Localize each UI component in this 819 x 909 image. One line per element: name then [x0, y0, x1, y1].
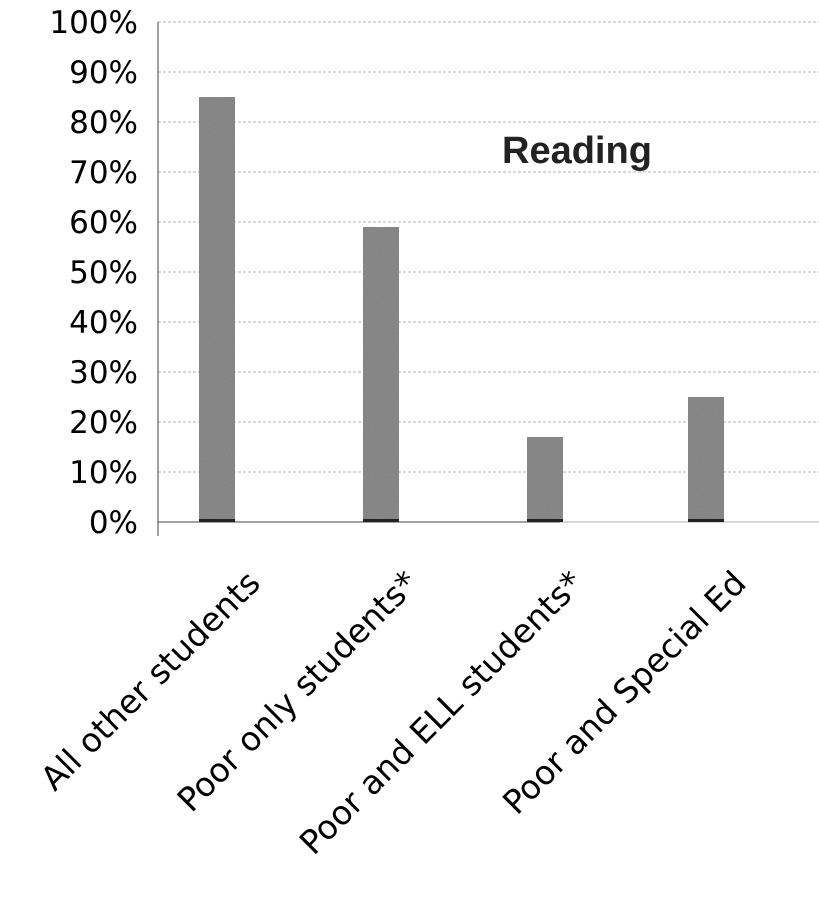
- y-tick-label: 30%: [69, 355, 138, 391]
- chart-title: Reading: [502, 130, 652, 172]
- x-category-label: Poor and ELL students*: [292, 563, 591, 862]
- bar-body: [363, 227, 399, 522]
- bar: [199, 97, 235, 522]
- bar-body: [199, 97, 235, 522]
- y-tick-label: 90%: [69, 55, 138, 91]
- bar-base: [199, 519, 235, 522]
- y-tick-label: 100%: [49, 5, 138, 41]
- bar-body: [688, 397, 724, 522]
- bar: [363, 227, 399, 522]
- y-tick-label: 10%: [69, 455, 138, 491]
- bars: [199, 97, 724, 522]
- bar-base: [527, 519, 563, 522]
- gridlines: [158, 21, 819, 523]
- bar-base: [363, 519, 399, 522]
- bar: [527, 437, 563, 522]
- y-tick-label: 0%: [89, 505, 138, 541]
- y-tick-label: 40%: [69, 305, 138, 341]
- y-tick-label: 50%: [69, 255, 138, 291]
- y-tick-label: 20%: [69, 405, 138, 441]
- y-tick-label: 70%: [69, 155, 138, 191]
- y-axis-tick-labels: 0% 10% 20% 30% 40% 50% 60% 70% 80% 90% 100%: [49, 5, 138, 541]
- y-tick-label: 80%: [69, 105, 138, 141]
- bar: [688, 397, 724, 522]
- bar-body: [527, 437, 563, 522]
- bar-base: [688, 519, 724, 522]
- y-tick-label: 60%: [69, 205, 138, 241]
